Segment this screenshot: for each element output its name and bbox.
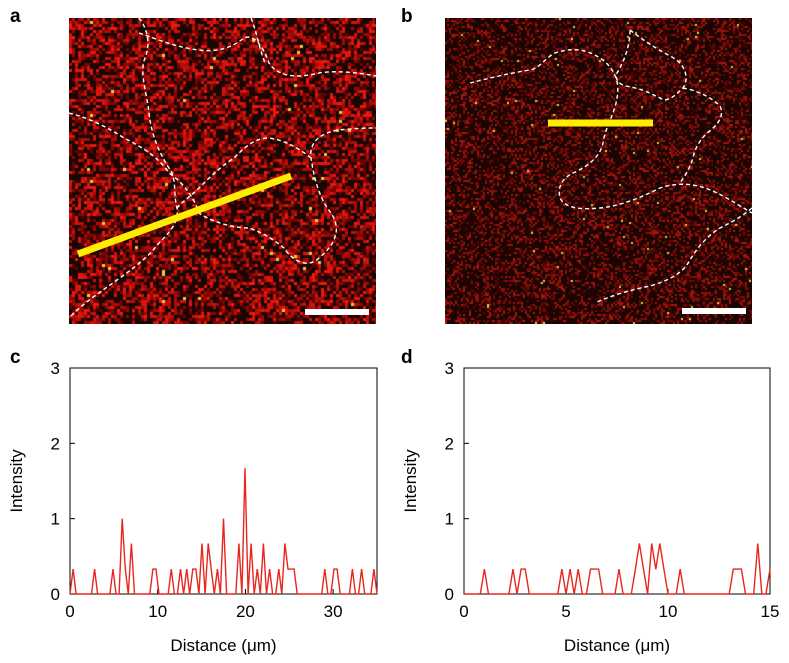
microscopy-image-a — [69, 18, 376, 324]
x-axis-label: Distance (μm) — [170, 636, 276, 655]
y-axis-label: Intensity — [7, 449, 26, 513]
x-tick-label: 5 — [561, 602, 570, 621]
plot-area-d: 0 1 2 3 0 5 10 15 Distance (μm) Intensity — [401, 359, 779, 655]
boundary-line — [615, 29, 687, 101]
overlay-b — [469, 29, 752, 314]
y-tick-label: 2 — [51, 434, 60, 453]
domain-boundaries-a — [69, 18, 376, 319]
series-line — [69, 468, 378, 595]
boundary-line — [594, 207, 752, 304]
y-tick-label: 0 — [51, 585, 60, 604]
panel-label-b: b — [401, 6, 413, 27]
overlay-a — [69, 18, 376, 319]
series-line — [464, 543, 771, 595]
y-axis-label: Intensity — [401, 449, 420, 513]
scale-bar-a — [305, 309, 369, 315]
boundary-line — [679, 87, 723, 184]
x-tick-label: 0 — [459, 602, 468, 621]
profile-line-a — [76, 172, 293, 258]
y-tick-label: 3 — [51, 359, 60, 378]
scale-bar-b — [682, 308, 746, 314]
domain-boundaries-b — [469, 29, 752, 304]
x-tick-label: 15 — [761, 602, 780, 621]
boundary-line — [250, 18, 266, 64]
panel-label-d: d — [401, 347, 413, 368]
boundary-line — [69, 18, 178, 319]
x-axis-label: Distance (μm) — [564, 636, 670, 655]
x-tick-label: 10 — [659, 602, 678, 621]
fluorescence-map-a — [69, 18, 376, 324]
y-tick-label: 1 — [51, 510, 60, 529]
boundary-line — [69, 112, 376, 264]
y-tick-label: 0 — [445, 585, 454, 604]
x-tick-label: 20 — [236, 602, 255, 621]
plot-frame — [69, 367, 378, 595]
y-tick-label: 1 — [445, 510, 454, 529]
panel-label-a: a — [10, 6, 21, 27]
microscopy-image-b — [445, 18, 752, 324]
y-tick-label: 3 — [445, 359, 454, 378]
boundary-line — [176, 137, 312, 209]
fluorescence-map-b — [445, 18, 752, 324]
plot-frame — [463, 367, 771, 595]
x-tick-label: 10 — [148, 602, 167, 621]
intensity-profile-chart-d: 0 1 2 3 0 5 10 15 Distance (μm) Intensity — [401, 359, 779, 655]
boundary-line — [138, 32, 376, 77]
x-tick-label: 30 — [324, 602, 343, 621]
panel-label-c: c — [10, 347, 21, 368]
y-tick-label: 2 — [445, 434, 454, 453]
x-tick-label: 0 — [65, 602, 74, 621]
